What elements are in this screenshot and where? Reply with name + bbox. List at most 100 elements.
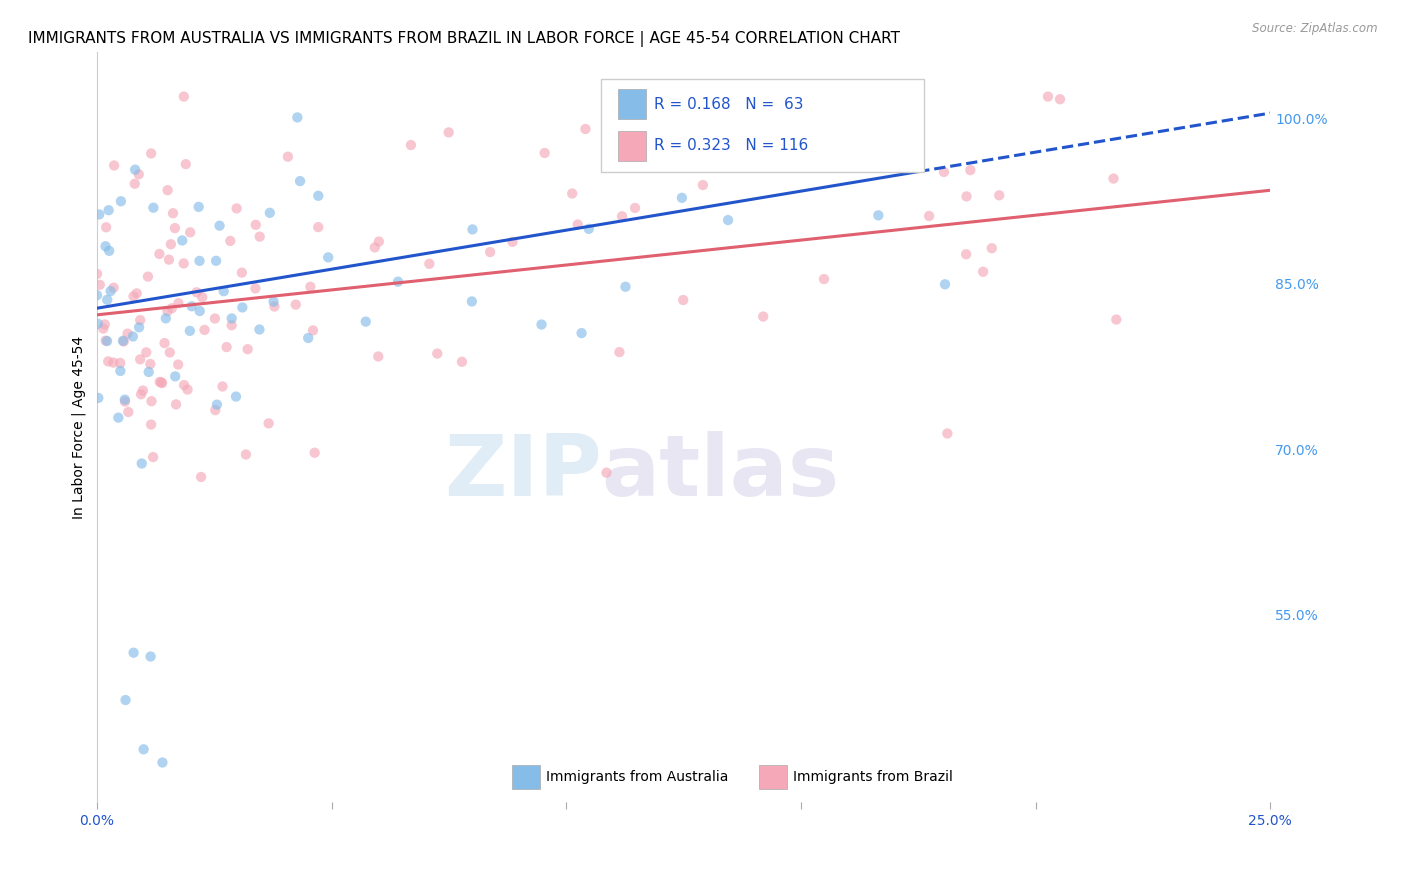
Point xyxy=(231,266,253,280)
Point xyxy=(124,177,146,191)
Point xyxy=(89,207,111,221)
Point xyxy=(94,334,117,348)
Point xyxy=(285,111,308,125)
Point xyxy=(110,194,132,209)
Point xyxy=(437,125,460,139)
Point xyxy=(830,153,852,168)
Point xyxy=(156,183,179,197)
Point xyxy=(561,186,583,201)
Point xyxy=(249,229,271,244)
Point xyxy=(215,340,238,354)
Point xyxy=(142,201,165,215)
Point xyxy=(257,417,280,431)
Point xyxy=(307,220,329,235)
Point xyxy=(418,257,440,271)
Point xyxy=(918,209,941,223)
Point xyxy=(110,364,132,378)
Point xyxy=(263,300,285,314)
Point xyxy=(139,417,162,432)
Point xyxy=(461,222,484,236)
Point xyxy=(94,318,117,332)
Point xyxy=(141,146,163,161)
Point xyxy=(129,313,152,327)
Point xyxy=(761,157,783,171)
Point xyxy=(97,203,120,218)
Point xyxy=(231,301,253,315)
Point xyxy=(616,132,638,146)
Point xyxy=(868,208,890,222)
Point xyxy=(277,150,299,164)
Point xyxy=(132,742,155,756)
Point xyxy=(141,394,163,409)
Point xyxy=(97,354,120,368)
Point xyxy=(128,320,150,334)
Point xyxy=(235,448,257,462)
Point xyxy=(884,89,907,103)
Point xyxy=(672,293,695,307)
Point xyxy=(225,390,247,404)
Point xyxy=(426,346,449,360)
Point xyxy=(117,326,139,341)
Point xyxy=(150,376,173,390)
FancyBboxPatch shape xyxy=(512,765,540,789)
Point xyxy=(107,410,129,425)
Point xyxy=(122,329,145,343)
Point xyxy=(173,378,195,392)
Point xyxy=(533,146,555,161)
Point xyxy=(162,206,184,220)
Point xyxy=(205,398,228,412)
Point xyxy=(86,267,108,281)
Point xyxy=(219,234,242,248)
Point xyxy=(302,323,325,337)
FancyBboxPatch shape xyxy=(759,765,787,789)
Point xyxy=(132,384,155,398)
Text: Immigrants from Brazil: Immigrants from Brazil xyxy=(793,771,952,784)
Point xyxy=(173,256,195,270)
Point xyxy=(1036,89,1059,103)
Point xyxy=(245,281,267,295)
Point xyxy=(159,345,181,359)
Point xyxy=(299,279,322,293)
Point xyxy=(624,201,647,215)
Text: atlas: atlas xyxy=(602,431,839,514)
Point xyxy=(530,318,553,332)
Point xyxy=(160,301,183,316)
Point xyxy=(142,450,165,464)
Point xyxy=(87,317,110,331)
Point xyxy=(112,334,135,349)
Point xyxy=(980,241,1002,255)
Point xyxy=(212,284,235,298)
Point xyxy=(98,244,121,258)
Text: Immigrants from Australia: Immigrants from Australia xyxy=(547,771,728,784)
Point xyxy=(932,165,955,179)
Point xyxy=(671,191,693,205)
Point xyxy=(131,457,153,471)
Point xyxy=(204,311,226,326)
Point xyxy=(155,311,177,326)
Point xyxy=(934,277,956,292)
Point xyxy=(188,253,211,268)
Point xyxy=(139,649,162,664)
Point xyxy=(249,322,271,336)
Point xyxy=(236,342,259,356)
Point xyxy=(955,189,977,203)
Point xyxy=(114,392,136,407)
Point xyxy=(114,394,136,409)
Point xyxy=(610,209,633,223)
Point xyxy=(936,426,959,441)
Point xyxy=(1105,312,1128,326)
Point xyxy=(717,213,740,227)
Point xyxy=(752,310,775,324)
Point xyxy=(124,162,146,177)
Point xyxy=(103,281,125,295)
Point xyxy=(96,334,118,348)
Text: IMMIGRANTS FROM AUSTRALIA VS IMMIGRANTS FROM BRAZIL IN LABOR FORCE | AGE 45-54 C: IMMIGRANTS FROM AUSTRALIA VS IMMIGRANTS … xyxy=(28,31,900,47)
Point xyxy=(245,218,267,232)
Point xyxy=(173,89,195,103)
Point xyxy=(87,391,110,405)
Point xyxy=(176,383,198,397)
Point xyxy=(191,290,214,304)
Point xyxy=(100,284,122,298)
Point xyxy=(304,446,326,460)
FancyBboxPatch shape xyxy=(617,131,645,161)
